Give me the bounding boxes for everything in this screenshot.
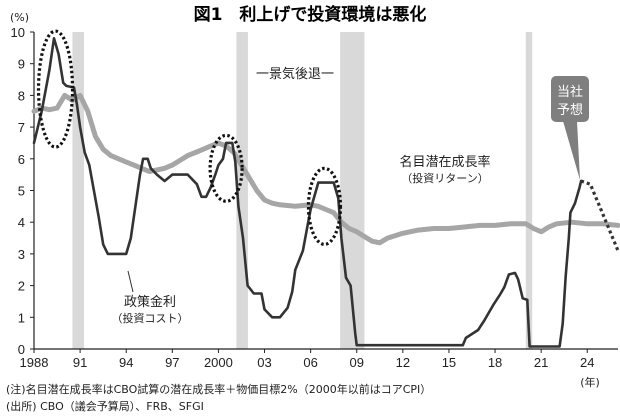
policy-rate-leader-line [127, 270, 134, 293]
recession-band-0 [72, 32, 84, 349]
y-tick-label: 8 [18, 88, 25, 103]
x-tick-label: 91 [73, 355, 87, 370]
forecast-callout: 当社 予想 [551, 76, 589, 180]
series-line-0 [31, 92, 620, 246]
y-tick-label: 5 [18, 184, 25, 199]
highlight-ellipse-1 [208, 133, 244, 203]
chart-title: 図1 利上げで投資環境は悪化 [194, 4, 427, 25]
highlight-ellipse-0 [36, 29, 75, 149]
x-tick-label: 06 [303, 355, 317, 370]
y-tick-label: 4 [18, 215, 25, 230]
footnote-source: (出所) CBO（議会予算局）、FRB、SFGI [6, 399, 204, 413]
footnote-note: (注)名目潜在成長率はCBO試算の潜在成長率＋物価目標2%（2000年以前はコア… [6, 382, 431, 396]
forecast-callout-line2: 予想 [557, 102, 583, 118]
x-tick-label: 97 [165, 355, 179, 370]
y-tick-label: 1 [18, 310, 25, 325]
x-tick-label: 21 [534, 355, 548, 370]
series-sublabel-potential-growth: （投資リターン） [401, 171, 488, 185]
y-tick-label: 3 [18, 247, 25, 262]
series-label-potential-growth: 名目潜在成長率 [399, 154, 490, 170]
x-tick-label: 2000 [204, 355, 233, 370]
series-lines [31, 37, 620, 348]
x-tick-label: 03 [257, 355, 271, 370]
series-label-policy-rate: 政策金利 [124, 294, 176, 310]
x-tick-labels: 1988 91 94 97 2000 03 06 09 12 15 18 21 24 [20, 349, 594, 370]
y-tick-label: 0 [18, 342, 25, 357]
series-sublabel-policy-rate: （投資コスト） [112, 311, 189, 325]
x-tick-label: 09 [350, 355, 364, 370]
y-tick-label: 9 [18, 57, 25, 72]
x-unit-label: (年) [580, 375, 600, 389]
x-tick-label: 94 [119, 355, 133, 370]
x-tick-label: 12 [396, 355, 410, 370]
y-tick-labels: 0 1 2 3 4 5 6 7 8 9 10 [11, 25, 34, 357]
y-tick-label: 2 [18, 279, 25, 294]
y-tick-label: 6 [18, 152, 25, 167]
y-unit-label: (%) [10, 11, 29, 24]
forecast-callout-box [551, 76, 589, 122]
series-line-2 [580, 179, 620, 252]
forecast-callout-pointer [563, 121, 580, 180]
x-tick-label: 15 [442, 355, 456, 370]
y-tick-label: 7 [18, 120, 25, 135]
forecast-callout-line1: 当社 [557, 84, 583, 100]
recession-band-3 [525, 32, 533, 349]
highlight-ellipses [36, 29, 343, 246]
x-tick-label: 18 [488, 355, 502, 370]
highlight-ellipse-2 [306, 166, 343, 246]
x-tick-label: 24 [580, 355, 594, 370]
y-tick-label: 10 [11, 25, 25, 40]
recession-label: 一景気後退一 [256, 66, 334, 82]
series-line-1 [32, 37, 583, 348]
recession-band-1 [236, 32, 248, 349]
x-tick-label: 1988 [20, 355, 49, 370]
